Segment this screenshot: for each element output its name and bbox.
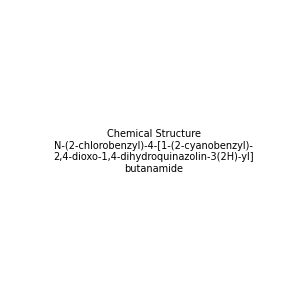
Text: Chemical Structure
N-(2-chlorobenzyl)-4-[1-(2-cyanobenzyl)-
2,4-dioxo-1,4-dihydr: Chemical Structure N-(2-chlorobenzyl)-4-… (53, 129, 254, 174)
